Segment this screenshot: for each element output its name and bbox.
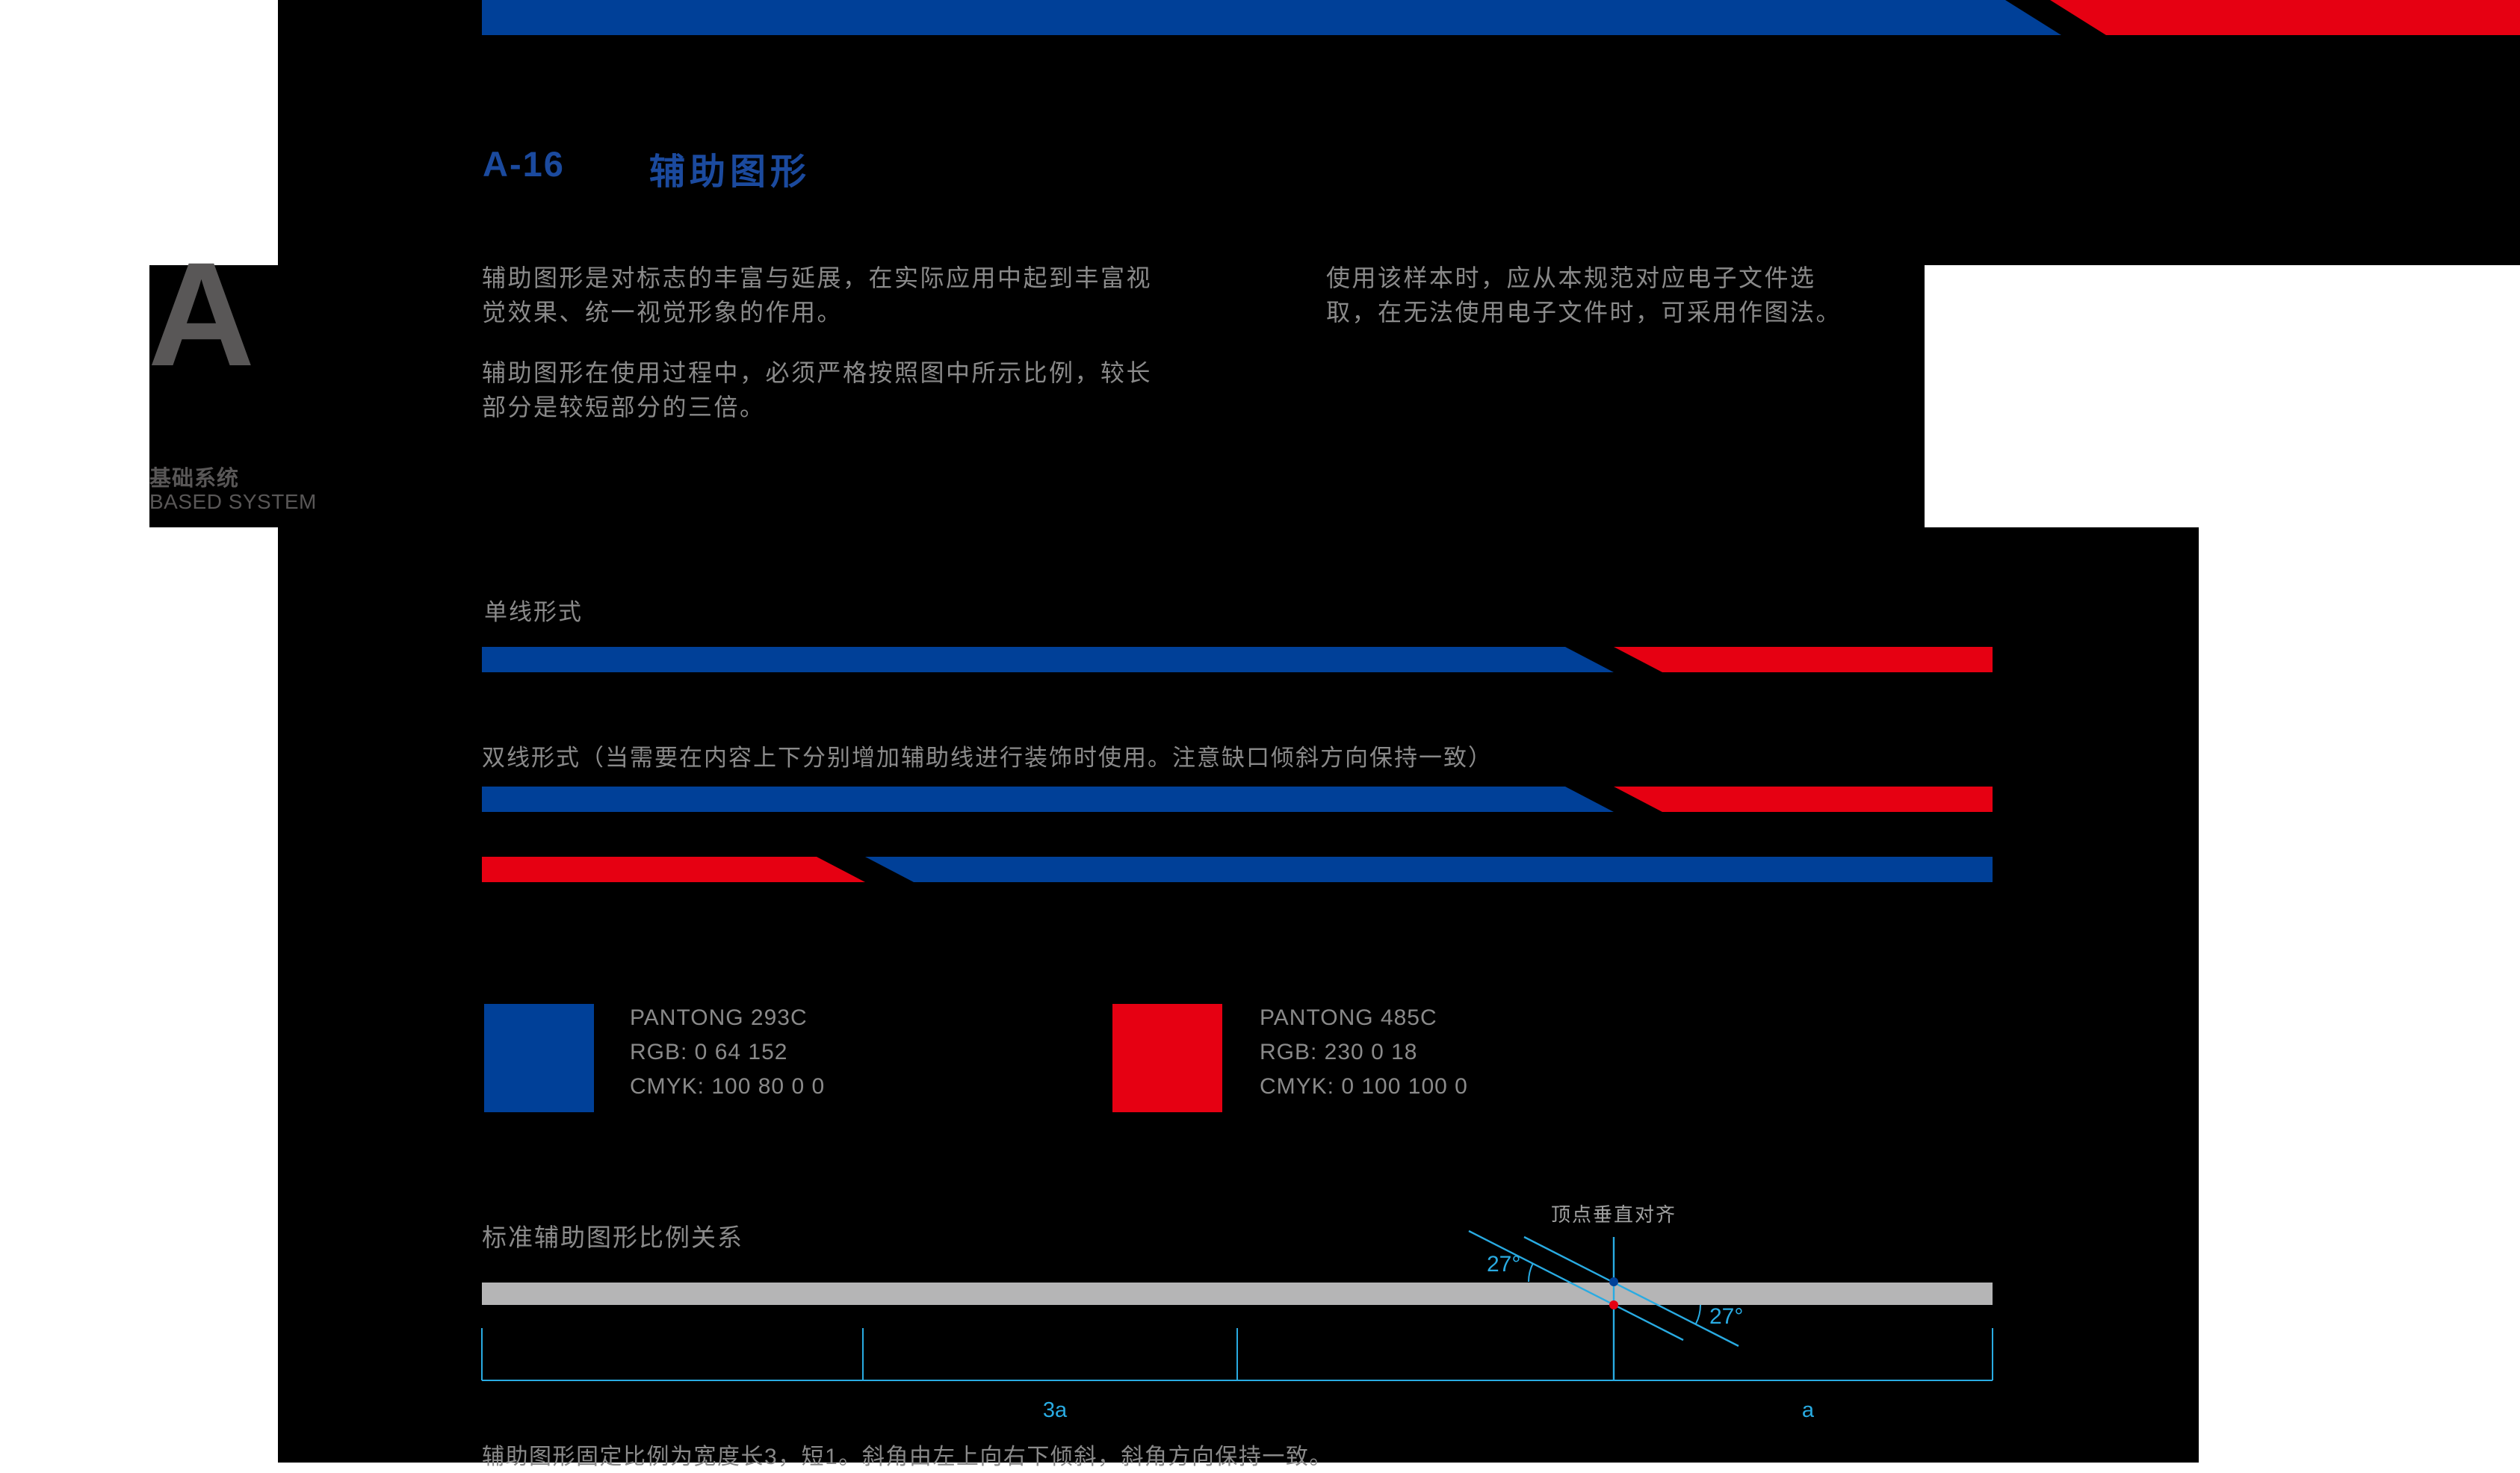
- intro-paragraph-1: 辅助图形是对标志的丰富与延展，在实际应用中起到丰富视 觉效果、统一视觉形象的作用…: [482, 261, 1152, 329]
- double-upper-red-segment: [1614, 787, 1993, 812]
- angle-label-right: 27°: [1709, 1304, 1744, 1329]
- notch-diagonal-right: [1523, 1235, 1739, 1348]
- section-letter: A: [148, 232, 255, 397]
- single-line-label: 单线形式: [484, 599, 583, 625]
- single-stripe-blue-segment: [482, 647, 1614, 672]
- double-upper-blue-segment: [482, 787, 1614, 812]
- swatch-red-name: PANTONG 485C: [1260, 1005, 1437, 1030]
- black-band-middle: [149, 265, 1925, 527]
- ratio-section-label: 标准辅助图形比例关系: [482, 1224, 743, 1251]
- swatch-blue-cmyk: CMYK: 100 80 0 0: [630, 1074, 826, 1099]
- intro-p2-line1: 辅助图形在使用过程中，必须严格按照图中所示比例，较长: [482, 359, 1153, 386]
- apex-alignment-label: 顶点垂直对齐: [1550, 1203, 1677, 1226]
- swatch-blue-name: PANTONG 293C: [630, 1005, 808, 1030]
- angle-arc-right: [1695, 1304, 1702, 1324]
- black-content-area: [278, 527, 2199, 1463]
- apex-dot-red: [1609, 1300, 1618, 1309]
- ratio-gray-bar: [482, 1283, 1993, 1305]
- double-line-stripe-upper: [482, 787, 1993, 812]
- swatch-red-cmyk: CMYK: 0 100 100 0: [1260, 1074, 1468, 1099]
- section-label-cn: 基础系统: [149, 467, 240, 491]
- dimension-label-3a: 3a: [1042, 1398, 1068, 1422]
- angle-arc-left: [1527, 1262, 1534, 1283]
- note-line2: 取，在无法使用电子文件时，可采用作图法。: [1326, 299, 1842, 326]
- ratio-caption: 辅助图形固定比例为宽度长3，短1。斜角由左上向右下倾斜，斜角方向保持一致。: [482, 1445, 1333, 1469]
- page-code: A-16: [483, 144, 565, 184]
- ratio-diagram: [481, 1229, 1993, 1381]
- double-line-stripe-lower: [482, 857, 1993, 882]
- intro-p1-line1: 辅助图形是对标志的丰富与延展，在实际应用中起到丰富视: [482, 264, 1153, 291]
- single-stripe-red-segment: [1614, 647, 1993, 672]
- double-line-label: 双线形式（当需要在内容上下分别增加辅助线进行装饰时使用。注意缺口倾斜方向保持一致…: [482, 745, 1493, 771]
- note-line1: 使用该样本时，应从本规范对应电子文件选: [1326, 264, 1816, 291]
- swatch-blue-rgb: RGB: 0 64 152: [630, 1040, 788, 1064]
- swatch-blue: [484, 1004, 594, 1112]
- intro-p2-line2: 部分是较短部分的三倍。: [482, 394, 766, 421]
- usage-note-paragraph: 使用该样本时，应从本规范对应电子文件选 取，在无法使用电子文件时，可采用作图法。: [1326, 261, 1842, 329]
- dimension-label-a: a: [1801, 1398, 1815, 1422]
- double-lower-blue-segment: [865, 857, 1993, 882]
- page-title: 辅助图形: [649, 152, 811, 192]
- intro-paragraph-2: 辅助图形在使用过程中，必须严格按照图中所示比例，较长 部分是较短部分的三倍。: [482, 356, 1152, 424]
- notch-diagonal-left: [1468, 1229, 1684, 1342]
- angle-label-left: 27°: [1487, 1252, 1521, 1277]
- top-stripe-blue-segment: [482, 0, 2061, 35]
- top-stripe-red-segment: [2050, 0, 2520, 35]
- swatch-red-info: PANTONG 485C RGB: 230 0 18 CMYK: 0 100 1…: [1260, 1001, 1468, 1104]
- apex-dot-blue: [1609, 1277, 1618, 1286]
- intro-p1-line2: 觉效果、统一视觉形象的作用。: [482, 299, 843, 326]
- section-label-en: BASED SYSTEM: [149, 490, 317, 513]
- swatch-red-rgb: RGB: 230 0 18: [1260, 1040, 1418, 1064]
- single-line-stripe: [482, 647, 1993, 672]
- black-band-top: [278, 0, 2520, 265]
- double-lower-red-segment: [482, 857, 865, 882]
- swatch-blue-info: PANTONG 293C RGB: 0 64 152 CMYK: 100 80 …: [630, 1001, 825, 1104]
- swatch-red: [1112, 1004, 1222, 1112]
- page-top-stripe: [482, 0, 2520, 35]
